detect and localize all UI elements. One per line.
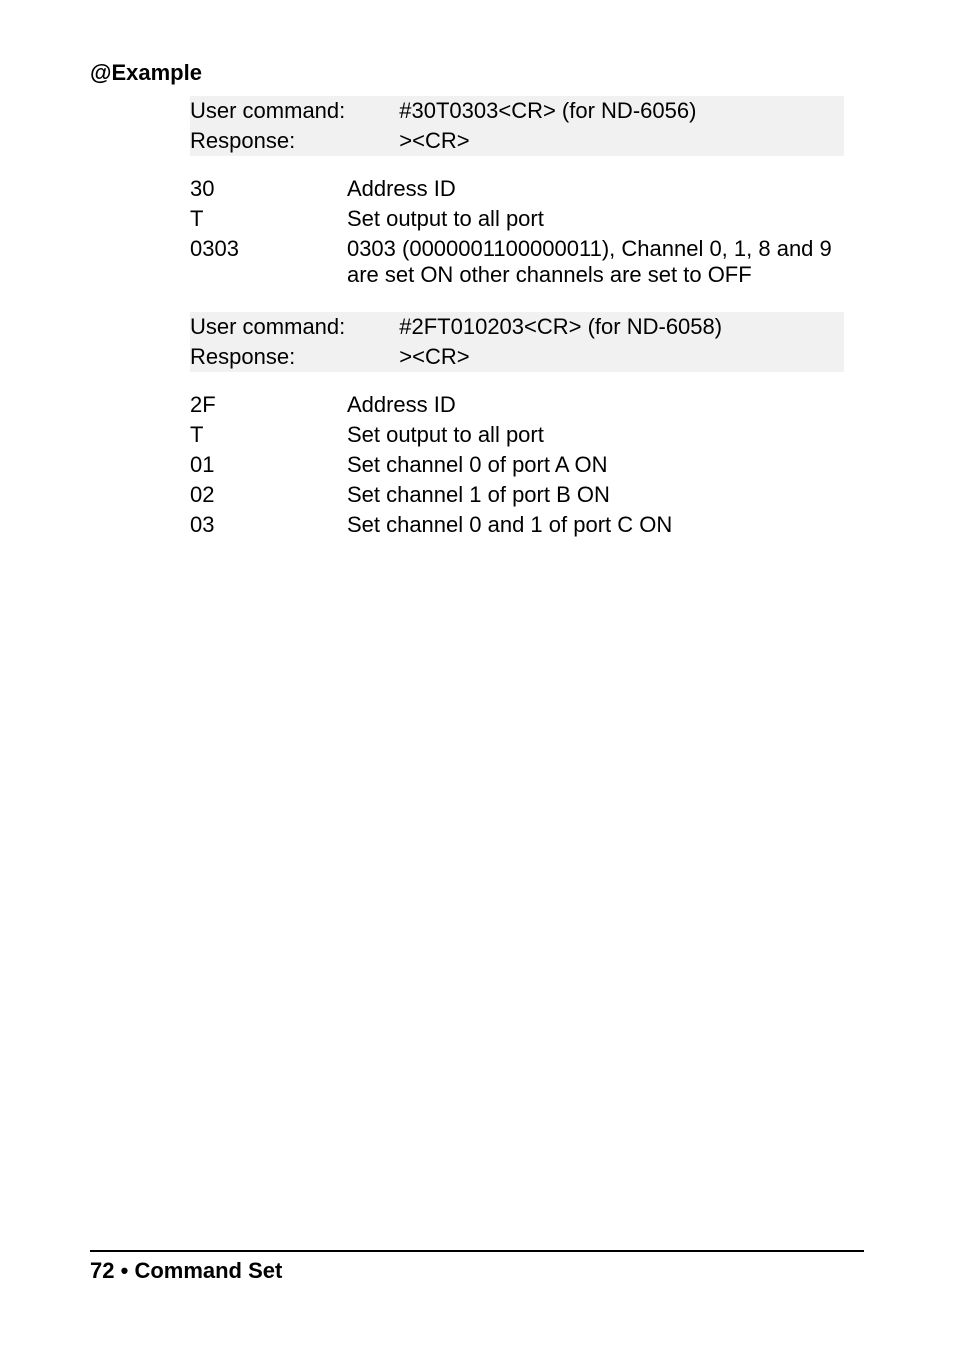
table-row: T Set output to all port	[190, 204, 844, 234]
desc-key: T	[190, 420, 347, 450]
footer-text: 72 • Command Set	[90, 1258, 864, 1284]
desc-key: T	[190, 204, 347, 234]
cmd-label: User command:	[190, 312, 399, 342]
example1-command-table: User command: #30T0303<CR> (for ND-6056)…	[190, 96, 844, 156]
footer-rule	[90, 1250, 864, 1252]
cmd-value: ><CR>	[399, 342, 844, 372]
desc-key: 03	[190, 510, 347, 540]
desc-text: Address ID	[347, 390, 844, 420]
table-row: 01 Set channel 0 of port A ON	[190, 450, 844, 480]
cmd-label: User command:	[190, 96, 399, 126]
desc-text: 0303 (0000001100000011), Channel 0, 1, 8…	[347, 234, 844, 290]
example2-command-table: User command: #2FT010203<CR> (for ND-605…	[190, 312, 844, 372]
table-row: 03 Set channel 0 and 1 of port C ON	[190, 510, 844, 540]
table-row: 02 Set channel 1 of port B ON	[190, 480, 844, 510]
desc-text: Set output to all port	[347, 204, 844, 234]
example1-description-table: 30 Address ID T Set output to all port 0…	[190, 174, 844, 290]
page-number: 72	[90, 1258, 114, 1283]
desc-key: 0303	[190, 234, 347, 290]
table-row: 2F Address ID	[190, 390, 844, 420]
footer-separator-icon: •	[121, 1258, 129, 1283]
footer-section: Command Set	[134, 1258, 282, 1283]
example2-description-table: 2F Address ID T Set output to all port 0…	[190, 390, 844, 540]
table-row: 30 Address ID	[190, 174, 844, 204]
desc-text: Set channel 0 and 1 of port C ON	[347, 510, 844, 540]
cmd-value: ><CR>	[399, 126, 844, 156]
cmd-label: Response:	[190, 126, 399, 156]
desc-text: Set channel 0 of port A ON	[347, 450, 844, 480]
table-row: User command: #2FT010203<CR> (for ND-605…	[190, 312, 844, 342]
table-row: T Set output to all port	[190, 420, 844, 450]
cmd-value: #2FT010203<CR> (for ND-6058)	[399, 312, 844, 342]
example-content: User command: #30T0303<CR> (for ND-6056)…	[190, 96, 844, 540]
desc-key: 01	[190, 450, 347, 480]
desc-key: 30	[190, 174, 347, 204]
table-row: 0303 0303 (0000001100000011), Channel 0,…	[190, 234, 844, 290]
desc-text: Set channel 1 of port B ON	[347, 480, 844, 510]
desc-text: Address ID	[347, 174, 844, 204]
table-row: Response: ><CR>	[190, 126, 844, 156]
table-row: User command: #30T0303<CR> (for ND-6056)	[190, 96, 844, 126]
table-row: Response: ><CR>	[190, 342, 844, 372]
desc-key: 2F	[190, 390, 347, 420]
cmd-value: #30T0303<CR> (for ND-6056)	[399, 96, 844, 126]
cmd-label: Response:	[190, 342, 399, 372]
page: @Example User command: #30T0303<CR> (for…	[0, 0, 954, 1352]
page-footer: 72 • Command Set	[90, 1250, 864, 1284]
desc-key: 02	[190, 480, 347, 510]
desc-text: Set output to all port	[347, 420, 844, 450]
example-heading: @Example	[90, 60, 864, 86]
